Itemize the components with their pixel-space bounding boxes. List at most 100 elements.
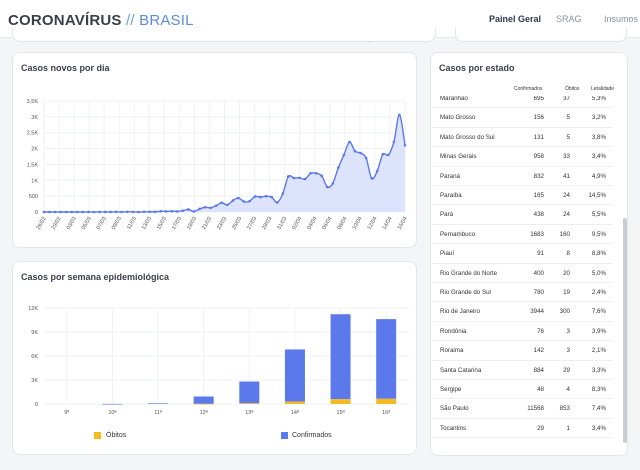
table-row[interactable]: Paraíba 165 24 14,5% [432, 186, 612, 206]
y-tick-label: 3K [31, 115, 38, 121]
data-point [170, 209, 174, 213]
y-tick-label: 0 [35, 210, 38, 216]
state-name: Paraná [440, 172, 460, 180]
data-point [92, 210, 96, 214]
x-tick-label: 19/03 [186, 216, 198, 231]
data-point [198, 207, 201, 211]
table-row[interactable]: Santa Catarina 884 29 3,3% [432, 361, 612, 380]
lethality-rate: 8,8% [591, 250, 606, 258]
data-point [87, 210, 90, 214]
table-row[interactable]: Tocantins 29 1 3,4% [432, 419, 612, 439]
logo-coronavirus: CORONAVÍRUS [8, 12, 122, 29]
lethality-rate: 8,3% [591, 386, 606, 393]
bar-confirmados [330, 314, 351, 400]
data-point [225, 203, 229, 207]
lethality-rate: 14,5% [588, 192, 606, 199]
daily-cases-title: Casos novos por dia [21, 63, 110, 73]
col-header-letalidade[interactable]: Letalidade [591, 86, 615, 92]
deaths-count: 4 [566, 386, 570, 393]
state-name: Mato Grosso [440, 114, 476, 122]
previous-card-partial-text: ... [368, 38, 373, 44]
nav-painel-geral[interactable]: Painel Geral [489, 14, 542, 24]
table-row[interactable]: Rondônia 76 3 3,9% [432, 322, 612, 342]
data-point [237, 196, 240, 200]
table-row[interactable]: Rio Grande do Norte 400 20 5,0% [432, 264, 612, 283]
data-point [114, 210, 118, 214]
data-point [348, 140, 351, 144]
x-tick-label: 12ª [200, 409, 209, 416]
confirmed-count: 400 [533, 269, 544, 277]
table-row[interactable]: São Paulo 11568 853 7,4% [432, 399, 612, 419]
bar-confirmados [148, 403, 169, 404]
lethality-rate: 4,9% [591, 172, 606, 180]
bar-obitos [284, 401, 305, 404]
col-header-obitos[interactable]: Óbitos [565, 86, 580, 92]
x-tick-label: 9ª [64, 409, 70, 416]
x-tick-label: 05/03 [81, 216, 93, 231]
deaths-count: 37 [563, 96, 570, 102]
data-point [359, 151, 362, 155]
x-tick-label: 04/04 [306, 216, 318, 231]
table-row[interactable]: Minas Gerais 958 33 3,4% [432, 147, 612, 167]
state-name: Minas Gerais [440, 153, 477, 161]
legend-confirmados-swatch [281, 432, 288, 439]
deaths-count: 3 [566, 347, 570, 355]
lethality-rate: 3,4% [591, 153, 606, 161]
table-row[interactable]: Mato Grosso 156 5 3,2% [432, 108, 612, 128]
data-point [353, 149, 357, 153]
nav-insumos[interactable]: Insumos [604, 14, 639, 24]
lethality-rate: 3,3% [591, 366, 606, 374]
table-row[interactable]: Rio Grande do Sul 780 19 2,4% [432, 283, 612, 303]
lethality-rate: 3,4% [591, 424, 606, 432]
data-point [398, 113, 401, 117]
deaths-count: 3 [566, 327, 570, 335]
table-row[interactable]: Rio de Janeiro 3944 300 7,6% [432, 302, 612, 322]
x-tick-label: 16/04 [397, 216, 409, 231]
table-row[interactable]: Maranhão 695 37 5,3% [432, 96, 612, 109]
cases-by-state-title: Casos por estado [439, 63, 515, 73]
deaths-count: 853 [559, 405, 570, 413]
table-row[interactable]: Paraná 832 41 4,9% [432, 167, 612, 186]
states-table-body[interactable]: Maranhão 695 37 5,3% Mato Grosso 156 5 3,2% Mato… [432, 96, 612, 442]
table-row[interactable]: Pará 438 24 5,5% [432, 205, 612, 225]
x-tick-label: 12/04 [367, 216, 379, 231]
data-point [342, 153, 346, 157]
table-row[interactable]: Mato Grosso do Sul 131 5 3,8% [432, 128, 612, 148]
data-point [148, 210, 151, 214]
data-point [192, 210, 196, 213]
lethality-rate: 5,5% [591, 211, 606, 219]
data-point [314, 172, 318, 175]
lethality-rate: 7,6% [591, 308, 606, 316]
col-header-confirmados[interactable]: Confirmados [514, 86, 543, 92]
lethality-rate: 2,4% [591, 289, 606, 296]
nav-srag[interactable]: SRAG [556, 14, 582, 24]
table-row[interactable]: Piauí 91 8 8,8% [432, 244, 612, 264]
data-point [153, 210, 157, 214]
bar-confirmados [376, 319, 397, 399]
data-point [187, 208, 190, 211]
state-name: Rio Grande do Sul [440, 289, 491, 296]
states-table-scrollbar[interactable] [623, 218, 627, 443]
x-tick-label: 21/03 [201, 216, 213, 231]
data-point [159, 209, 162, 213]
data-point [264, 194, 268, 198]
y-tick-label: 0 [35, 402, 38, 408]
data-point [142, 210, 146, 214]
data-point [325, 185, 329, 189]
table-row[interactable]: Roraima 142 3 2,1% [432, 341, 612, 361]
x-tick-label: 15/03 [156, 216, 168, 231]
table-row[interactable]: Sergipe 48 4 8,3% [432, 380, 612, 400]
logo[interactable]: CORONAVÍRUS // BRASIL [8, 12, 194, 29]
state-name: Roraima [440, 347, 464, 355]
y-tick-label: 2,5K [27, 131, 39, 137]
y-tick-label: 1K [31, 178, 38, 184]
data-point [103, 210, 107, 214]
table-row[interactable]: Pernambuco 1683 160 9,5% [432, 225, 612, 245]
bar-confirmados [193, 396, 214, 404]
x-tick-label: 14/04 [382, 216, 394, 231]
x-tick-label: 06/04 [321, 216, 333, 231]
deaths-count: 5 [566, 133, 570, 141]
state-name: Mato Grosso do Sul [440, 133, 495, 141]
data-point [59, 210, 62, 214]
bar-obitos [330, 399, 351, 404]
